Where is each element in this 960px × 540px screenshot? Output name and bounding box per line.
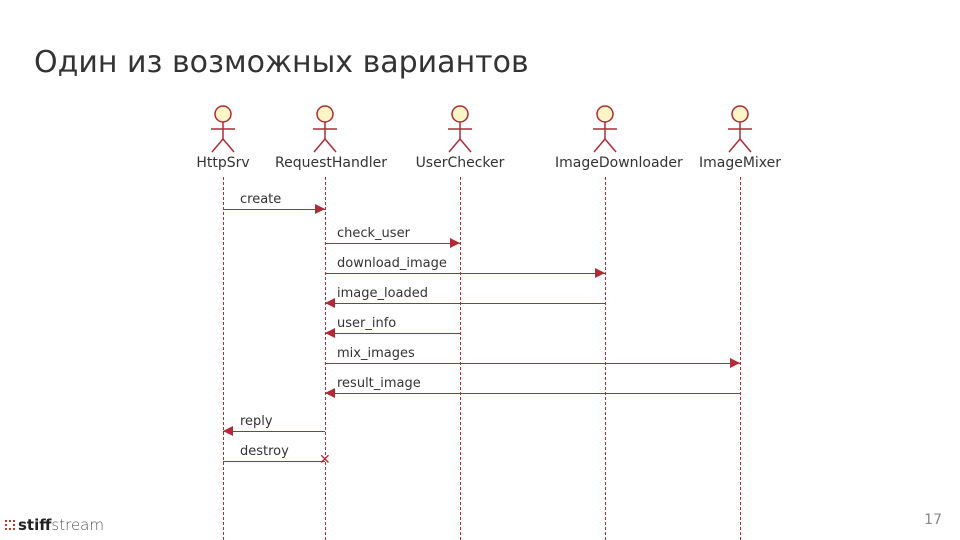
lifeline-mix [740,177,741,540]
message-label: mix_images [337,346,415,361]
message-line [223,431,325,432]
message-label: user_info [337,316,396,331]
message-line [325,303,605,304]
message-line [325,243,460,244]
message-label: check_user [337,226,410,241]
message-label: image_loaded [337,286,428,301]
arrow-left-icon [223,426,233,436]
lifeline-req [325,177,326,540]
arrow-right-icon [450,238,460,248]
logo-text-thin: stream [51,516,104,534]
message-label: reply [240,414,273,429]
actor-icon [310,105,340,153]
actor-label: HttpSrv [173,155,273,171]
actor-req: RequestHandler [275,105,375,171]
message-line [223,209,325,210]
arrow-left-icon [325,328,335,338]
message-line [325,333,460,334]
actor-http: HttpSrv [173,105,273,171]
lifeline-uc [460,177,461,540]
arrow-right-icon [730,358,740,368]
message-line [325,393,740,394]
actor-label: ImageMixer [690,155,790,171]
actor-icon [208,105,238,153]
message-line [325,273,605,274]
message-line [325,363,740,364]
actor-uc: UserChecker [410,105,510,171]
arrow-left-icon [325,388,335,398]
message-line [223,461,325,462]
arrow-right-icon [315,204,325,214]
sequence-diagram: HttpSrvRequestHandlerUserCheckerImageDow… [185,105,915,505]
logo-text-bold: stiff [18,516,51,534]
arrow-right-icon [595,268,605,278]
arrow-left-icon [325,298,335,308]
page-number: 17 [924,512,942,528]
destroy-icon: ✕ [319,452,331,468]
actor-label: RequestHandler [275,155,375,171]
lifeline-dl [605,177,606,540]
message-label: create [240,192,281,207]
logo: stiffstream [5,516,104,534]
logo-icon [5,520,16,531]
actor-icon [725,105,755,153]
lifeline-http [223,177,224,540]
actor-icon [590,105,620,153]
actor-dl: ImageDownloader [555,105,655,171]
message-label: destroy [240,444,289,459]
actor-icon [445,105,475,153]
message-label: download_image [337,256,447,271]
actor-label: ImageDownloader [555,155,655,171]
message-label: result_image [337,376,421,391]
actor-label: UserChecker [410,155,510,171]
actor-mix: ImageMixer [690,105,790,171]
slide-title: Один из возможных вариантов [34,45,529,80]
